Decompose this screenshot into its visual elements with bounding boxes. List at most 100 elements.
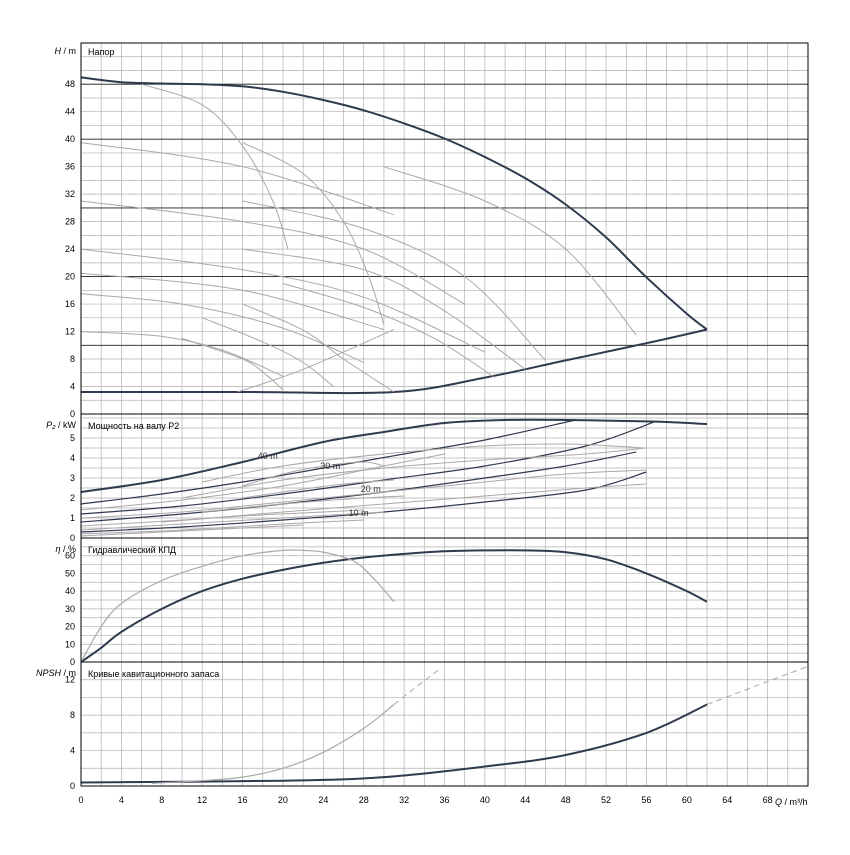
series-line-max: [80, 418, 708, 493]
x-tick-label: 0: [78, 795, 83, 805]
series-line-ext: [393, 668, 440, 705]
y-tick-label: 8: [70, 710, 75, 720]
series-line-control: [80, 519, 364, 535]
series-line-speed: [80, 420, 657, 515]
y-tick-label: 40: [65, 586, 75, 596]
series-line-control: [242, 303, 395, 393]
x-tick-label: 36: [439, 795, 449, 805]
series-line-ext: [706, 665, 809, 705]
y-tick-label: 1: [70, 513, 75, 523]
series-line-control: [242, 142, 385, 325]
x-tick-label: 68: [763, 795, 773, 805]
series-line-speed: [80, 419, 576, 505]
x-tick-label: 16: [238, 795, 248, 805]
panel-title-head: Напор: [88, 47, 114, 57]
series-line-control: [80, 524, 304, 537]
grids: [81, 43, 808, 786]
xlabel: Q / m³/h: [775, 797, 808, 807]
y-tick-label: 20: [65, 272, 75, 282]
ylabel-efficiency: η / %: [55, 544, 76, 554]
y-tick-label: 10: [65, 639, 75, 649]
y-tick-label: 5: [70, 433, 75, 443]
y-tick-label: 0: [70, 533, 75, 543]
series-line-control: [202, 495, 405, 513]
y-tick-label: 16: [65, 299, 75, 309]
ylabel-npsh: NPSH / m: [36, 668, 76, 678]
curve-annotation: 40 m: [258, 451, 278, 461]
series-line-control: [282, 283, 496, 379]
x-tick-label: 24: [318, 795, 328, 805]
curve-annotation: 20 m: [361, 484, 381, 494]
x-tick-label: 4: [119, 795, 124, 805]
series-line-control: [80, 293, 364, 363]
x-tick-label: 12: [197, 795, 207, 805]
x-tick-label: 56: [641, 795, 651, 805]
y-tick-label: 0: [70, 657, 75, 667]
y-tick-label: 4: [70, 746, 75, 756]
y-tick-label: 28: [65, 217, 75, 227]
x-tick-label: 8: [159, 795, 164, 805]
series-line-min: [151, 704, 395, 784]
series-line-control: [80, 248, 486, 353]
x-tick-label: 64: [722, 795, 732, 805]
y-tick-label: 0: [70, 781, 75, 791]
panel-frame: [80, 661, 809, 787]
curve-annotation: 10 m: [349, 508, 369, 518]
series-line-control: [237, 329, 395, 393]
y-tick-label: 0: [70, 409, 75, 419]
series-line-control: [242, 200, 546, 361]
series-line-control: [80, 200, 465, 305]
series-line-control: [141, 83, 289, 250]
series-line-control: [181, 447, 647, 499]
series-line-control: [242, 248, 526, 370]
y-tick-label: 2: [70, 493, 75, 503]
x-tick-label: 52: [601, 795, 611, 805]
series-line-control: [181, 337, 284, 391]
x-tick-label: 44: [520, 795, 530, 805]
y-tick-label: 36: [65, 162, 75, 172]
y-tick-label: 20: [65, 622, 75, 632]
x-tick-label: 32: [399, 795, 409, 805]
series-line-max: [80, 703, 708, 784]
series-line-control: [80, 453, 445, 511]
y-tick-label: 30: [65, 604, 75, 614]
y-tick-label: 3: [70, 473, 75, 483]
curves: [80, 76, 809, 784]
y-tick-label: 24: [65, 244, 75, 254]
x-tick-label: 48: [561, 795, 571, 805]
frames: [80, 42, 809, 787]
series-line-control: [202, 443, 647, 483]
panel-title-efficiency: Гидравлический КПД: [88, 545, 176, 555]
series-line-control: [80, 511, 384, 531]
series-line-max: [80, 549, 708, 663]
series-line-control: [202, 317, 334, 387]
y-tick-label: 8: [70, 354, 75, 364]
series-line-max: [80, 76, 708, 331]
y-tick-label: 48: [65, 79, 75, 89]
series-line-control: [161, 509, 364, 523]
curve-annotation: 30 m: [320, 461, 340, 471]
series-line-control: [242, 461, 385, 487]
ylabel-power: P₂ / kW: [46, 420, 76, 430]
series-line-control: [242, 479, 395, 499]
y-tick-label: 32: [65, 189, 75, 199]
y-tick-label: 12: [65, 675, 75, 685]
series-line-min: [81, 328, 708, 395]
y-tick-label: 40: [65, 134, 75, 144]
y-tick-label: 60: [65, 551, 75, 561]
y-tick-label: 12: [65, 327, 75, 337]
series-line-control: [80, 272, 385, 330]
x-tick-label: 60: [682, 795, 692, 805]
panel-title-power: Мощность на валу P2: [88, 421, 179, 431]
series-line-control: [80, 142, 395, 216]
x-tick-label: 40: [480, 795, 490, 805]
series-line-control: [383, 166, 637, 336]
y-tick-label: 50: [65, 568, 75, 578]
series-line-min: [80, 549, 395, 663]
x-tick-label: 28: [359, 795, 369, 805]
y-tick-label: 4: [70, 382, 75, 392]
x-tick-label: 20: [278, 795, 288, 805]
